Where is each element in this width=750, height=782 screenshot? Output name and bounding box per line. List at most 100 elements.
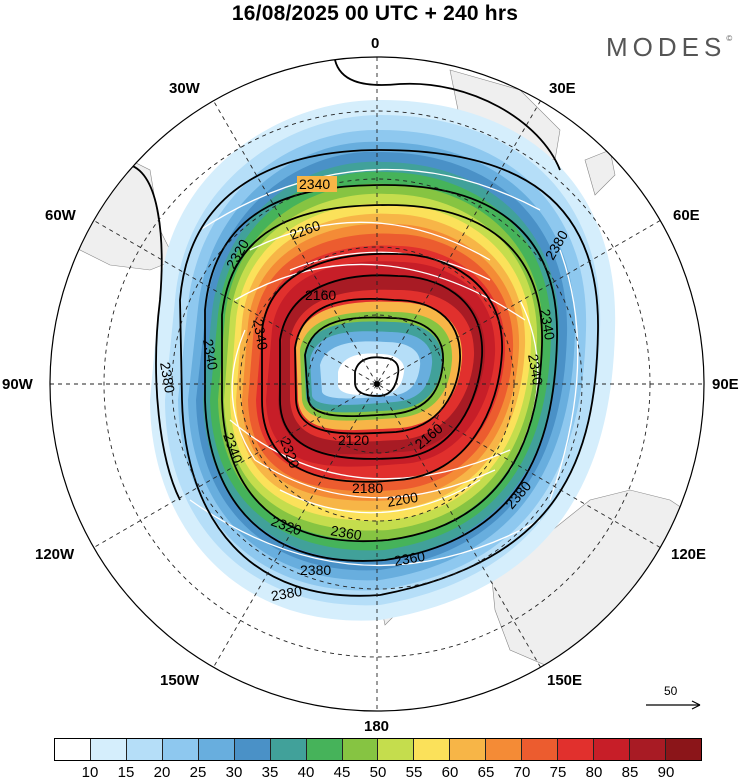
logo-text: MODES bbox=[606, 32, 727, 62]
contour-label: 2160 bbox=[305, 287, 336, 303]
contour-label: 2340 bbox=[250, 318, 271, 352]
colorbar-tick-label: 90 bbox=[657, 764, 675, 781]
lon-label-150w: 150W bbox=[160, 672, 200, 689]
contour-2120 bbox=[304, 316, 444, 418]
meridian-120e-60w bbox=[93, 220, 661, 548]
vector-streak bbox=[231, 329, 256, 461]
contour-2320 bbox=[221, 204, 543, 542]
vector-streak bbox=[254, 459, 496, 499]
contour-2380-west bbox=[129, 164, 181, 501]
colorbar-tick-label: 40 bbox=[297, 764, 315, 781]
lon-label-0: 0 bbox=[371, 35, 380, 52]
colorbar-tick-label: 75 bbox=[549, 764, 567, 781]
contour-label: 2180 bbox=[352, 480, 383, 496]
colorbar-cell bbox=[342, 739, 379, 760]
vector-streak bbox=[234, 263, 526, 321]
colorbar-cell bbox=[414, 739, 451, 760]
height-contours bbox=[129, 59, 599, 597]
colorbar-tick-label: 70 bbox=[513, 764, 531, 781]
lon-label-150e: 150E bbox=[547, 672, 583, 689]
vector-streak bbox=[289, 251, 491, 281]
chart-title: 16/08/2025 00 UTC + 240 hrs bbox=[231, 2, 519, 25]
lon-label-30e: 30E bbox=[549, 80, 576, 97]
contour-label: 2340 bbox=[525, 353, 546, 387]
meridian-30e-150w bbox=[213, 100, 541, 668]
colorbar-tick-label: 55 bbox=[405, 764, 423, 781]
colorbar-tick-label: 25 bbox=[189, 764, 207, 781]
colorbar-tick-label: 10 bbox=[81, 764, 99, 781]
vector-streak bbox=[229, 419, 511, 480]
lon-label-120e: 120E bbox=[671, 546, 707, 563]
colorbar-tick-label: 50 bbox=[369, 764, 387, 781]
contour-label: 2200 bbox=[386, 489, 420, 510]
colorbar-cell bbox=[486, 739, 523, 760]
contour-2380 bbox=[179, 149, 599, 597]
contour-label: 2340 bbox=[537, 308, 558, 342]
vector-streak bbox=[249, 221, 491, 261]
contour-label: 2120 bbox=[338, 432, 369, 448]
colorbar-tick-label: 85 bbox=[621, 764, 639, 781]
contour-2260 bbox=[261, 252, 503, 483]
lon-label-120w: 120W bbox=[35, 546, 75, 563]
vector-streak bbox=[189, 499, 541, 567]
colorbar-cell bbox=[522, 739, 559, 760]
contour-label: 2360 bbox=[329, 522, 363, 543]
vector-streak bbox=[199, 168, 541, 231]
colorbar-tick-label: 15 bbox=[117, 764, 135, 781]
meridian-60e-120w bbox=[93, 220, 661, 548]
colorbar-tick-label: 35 bbox=[261, 764, 279, 781]
wind-vectors bbox=[189, 168, 579, 567]
contour-2040 bbox=[354, 356, 400, 397]
colorbar-cell bbox=[55, 739, 91, 760]
colorbar-tick-label: 20 bbox=[153, 764, 171, 781]
colorbar-tick-label: 60 bbox=[441, 764, 459, 781]
graticule bbox=[50, 57, 704, 711]
map-disc: 2340 2380 2380 2340 2380 2380 2340 2320 … bbox=[50, 57, 704, 711]
colorbar-cell bbox=[558, 739, 595, 760]
reference-vector bbox=[646, 700, 701, 710]
lon-label-30w: 30W bbox=[169, 80, 200, 97]
contour-label: 2340 bbox=[200, 338, 221, 372]
colorbar-cell bbox=[162, 739, 199, 760]
meridian-150e-30w bbox=[213, 100, 541, 668]
logo-copyright: © bbox=[726, 34, 733, 43]
contour-labels: 2340 2380 2380 2340 2380 2380 2340 2320 … bbox=[157, 176, 571, 604]
contour-label: 2380 bbox=[157, 361, 178, 395]
lon-label-60w: 60W bbox=[45, 207, 76, 224]
colorbar-cell bbox=[450, 739, 487, 760]
lon-label-60e: 60E bbox=[673, 207, 700, 224]
colorbar-tick-label: 30 bbox=[225, 764, 243, 781]
modes-logo: MODES© bbox=[606, 32, 732, 63]
colorbar-cell bbox=[270, 739, 307, 760]
vector-streak bbox=[549, 249, 579, 501]
reference-vector-label: 50 bbox=[664, 684, 678, 698]
wind-speed-shading bbox=[150, 100, 616, 621]
colorbar-cell bbox=[234, 739, 271, 760]
colorbar bbox=[54, 738, 702, 761]
lon-label-90w: 90W bbox=[2, 376, 33, 393]
contour-label: 2360 bbox=[393, 548, 427, 569]
colorbar-cell bbox=[594, 739, 630, 760]
contour-label: 2340 bbox=[299, 176, 330, 192]
contour-2200 bbox=[279, 274, 483, 460]
colorbar-cell bbox=[126, 739, 163, 760]
colorbar-tick-label: 80 bbox=[585, 764, 603, 781]
lon-label-90e: 90E bbox=[712, 376, 739, 393]
label-bg bbox=[297, 176, 337, 192]
colorbar-tick-label: 65 bbox=[477, 764, 495, 781]
colorbar-tick-label: 45 bbox=[333, 764, 351, 781]
madagascar-land bbox=[584, 149, 616, 196]
colorbar-cell bbox=[90, 739, 127, 760]
south-pole-marker bbox=[374, 381, 380, 387]
colorbar-cell bbox=[198, 739, 235, 760]
lon-label-180: 180 bbox=[364, 718, 390, 735]
colorbar-cell bbox=[378, 739, 415, 760]
contour-2380-outer bbox=[334, 59, 561, 171]
colorbar-cell bbox=[665, 739, 701, 760]
colorbar-cell bbox=[630, 739, 666, 760]
contour-label: 2380 bbox=[300, 562, 331, 578]
arrowhead-icon bbox=[691, 700, 701, 710]
contour-label: 2380 bbox=[270, 583, 304, 604]
map-boundary bbox=[49, 56, 705, 712]
